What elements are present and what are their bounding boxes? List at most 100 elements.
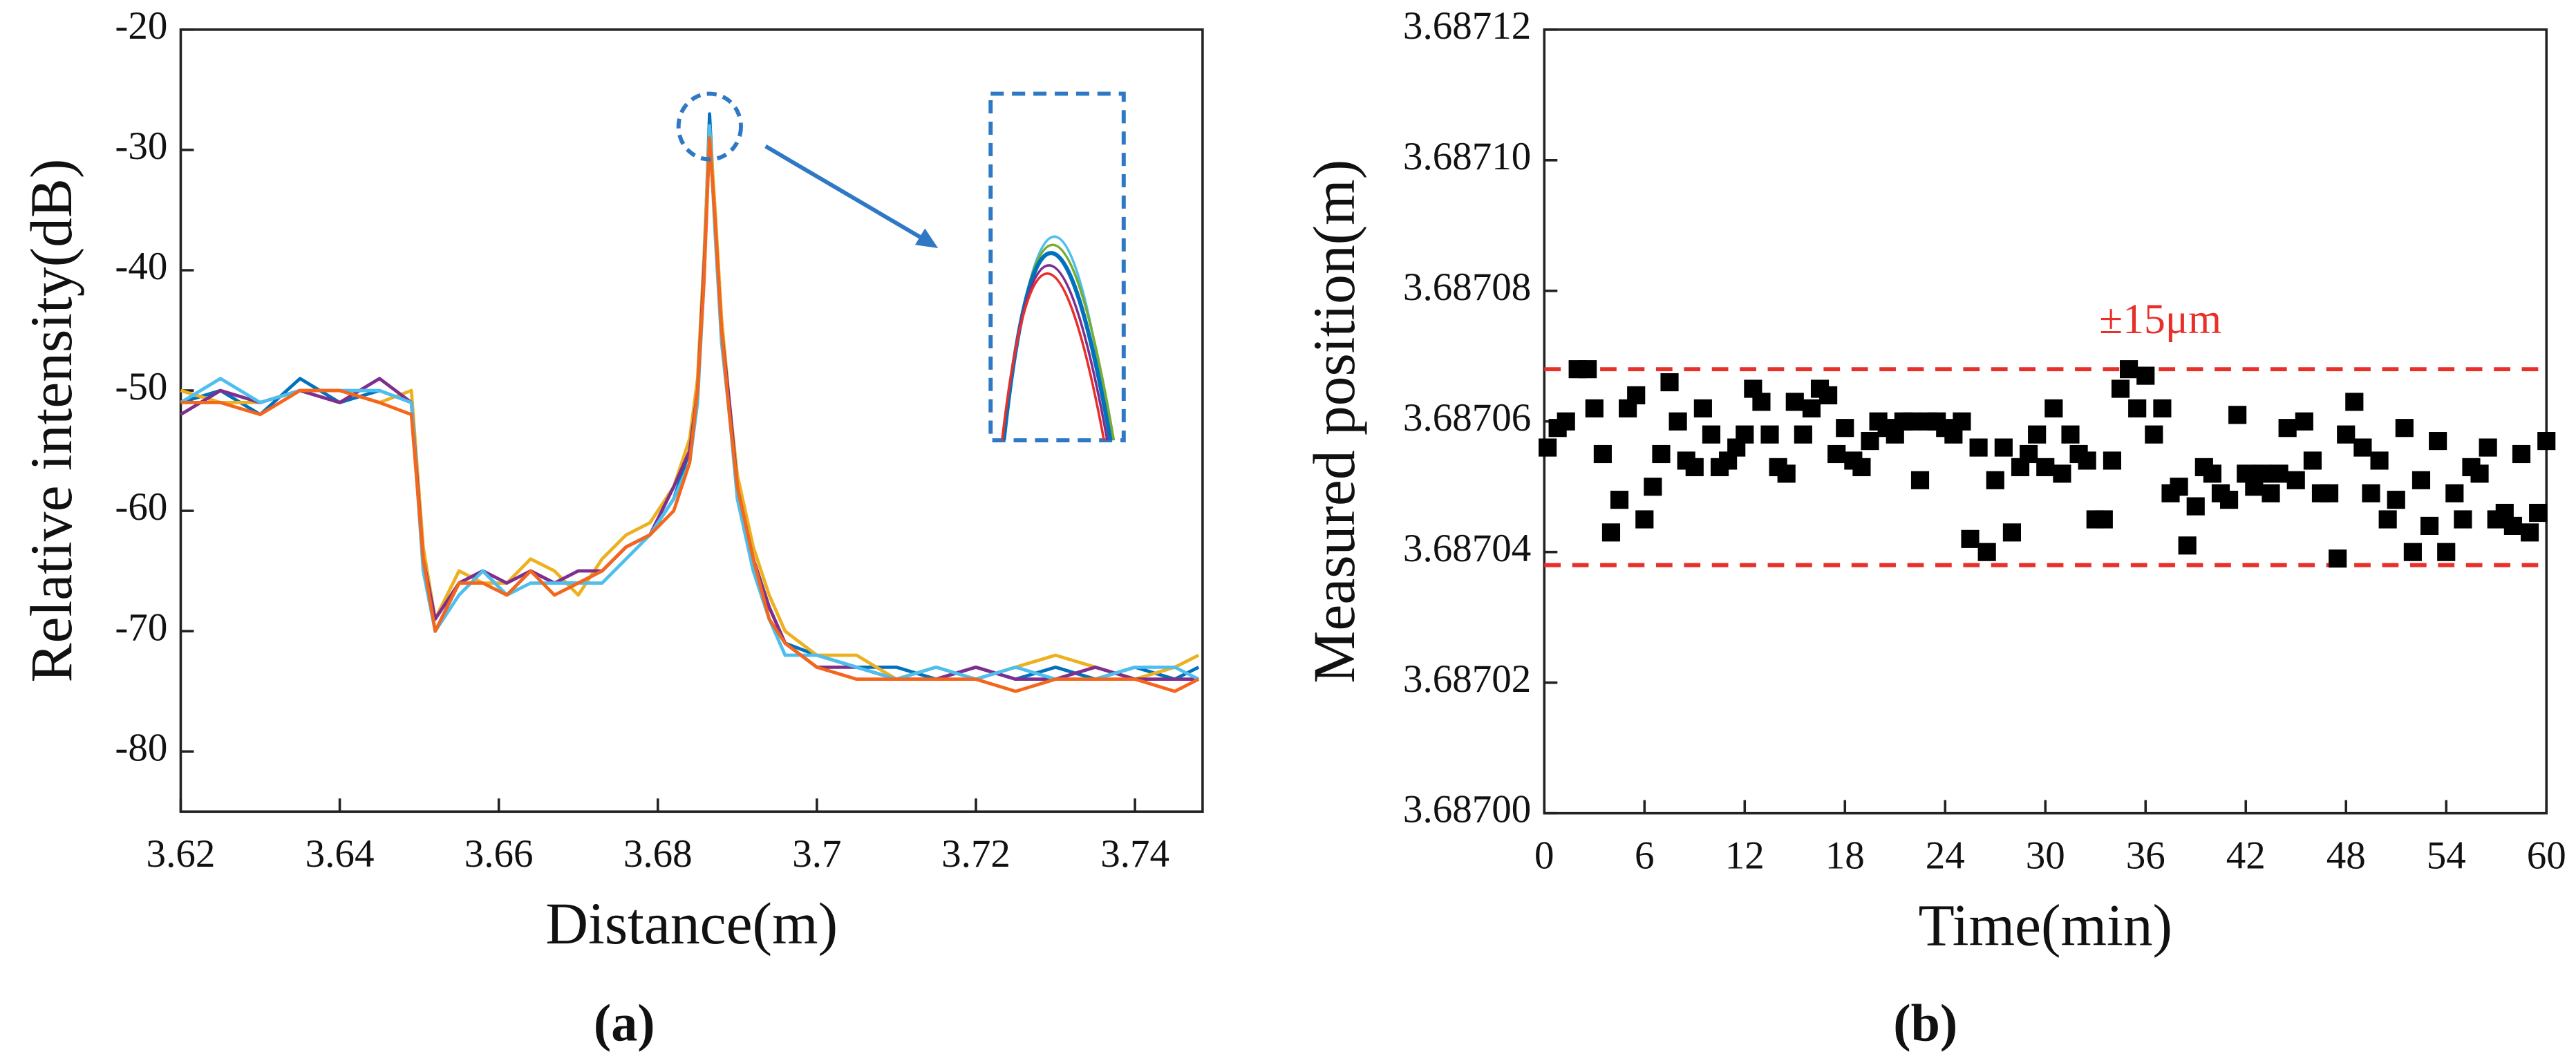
y-tick-label: -20: [115, 4, 167, 48]
point: [2262, 484, 2280, 502]
point: [1660, 373, 1679, 392]
x-tick-label: 3.62: [147, 832, 216, 876]
y-axis-label: Measured position(m): [1301, 160, 1367, 684]
point: [2178, 536, 2197, 555]
point: [1685, 458, 1704, 476]
point: [1902, 412, 1921, 431]
point: [2295, 412, 2313, 431]
point: [2153, 399, 2172, 417]
point: [2503, 516, 2522, 535]
x-tick-label: 36: [2126, 834, 2165, 877]
point: [2429, 432, 2447, 451]
point: [2120, 360, 2138, 379]
point: [2420, 516, 2439, 535]
point: [1794, 425, 1812, 444]
x-tick-label: 6: [1635, 834, 1655, 877]
point: [2520, 523, 2539, 542]
point: [2186, 497, 2205, 516]
x-tick-label: 3.7: [792, 832, 841, 876]
point: [1702, 425, 1721, 444]
y-tick-label: -30: [115, 124, 167, 168]
arrow: [764, 144, 926, 242]
x-tick-label: 60: [2527, 834, 2566, 877]
x-tick-label: 3.68: [623, 832, 693, 876]
y-tick-label: 3.68708: [1403, 265, 1531, 309]
x-tick-label: 3.72: [941, 832, 1010, 876]
x-tick-label: 48: [2326, 834, 2366, 877]
point: [2378, 510, 2397, 529]
point: [2337, 425, 2356, 444]
inset-annotation: [676, 91, 1126, 443]
point: [2270, 464, 2288, 483]
point: [2529, 503, 2548, 523]
point: [1601, 523, 1621, 542]
point: [1785, 393, 1804, 411]
point: [1977, 543, 1996, 561]
point: [2145, 425, 2163, 444]
annotation: ±15μm: [2099, 296, 2221, 343]
point: [1836, 419, 1854, 438]
point: [1827, 444, 1846, 464]
point: [2412, 471, 2431, 489]
peak-circle: [676, 91, 743, 162]
point: [1579, 360, 1597, 379]
x-tick-label: 30: [2026, 834, 2065, 877]
y-tick-label: -40: [115, 245, 167, 288]
point: [2220, 491, 2239, 509]
point: [1760, 425, 1779, 444]
point: [2061, 425, 2080, 444]
point: [1736, 425, 1754, 444]
point: [2479, 438, 2497, 457]
point: [2303, 451, 2322, 470]
point: [1961, 529, 1980, 548]
point: [1627, 386, 1646, 405]
x-tick-label: 42: [2226, 834, 2266, 877]
x-axis-label: Distance(m): [545, 891, 838, 957]
point: [1752, 393, 1771, 411]
point: [2370, 451, 2389, 470]
y-tick-label: -50: [115, 365, 167, 408]
point: [2228, 406, 2247, 424]
point: [1585, 399, 1604, 417]
point: [2036, 458, 2055, 476]
point: [1539, 438, 1557, 457]
point: [1802, 399, 1821, 417]
y-tick-label: 3.68704: [1403, 527, 1531, 570]
point: [2403, 543, 2422, 561]
point: [2329, 549, 2347, 568]
y-tick-label: 3.68706: [1403, 396, 1531, 440]
point: [2286, 471, 2305, 489]
chart-a: 3.62 3.64 3.66 3.68 3.7 3.72 3.74 -80 -70 -60 -50 -…: [19, 4, 1204, 1052]
point: [1819, 386, 1838, 405]
x-tick-label: 0: [1534, 834, 1554, 877]
point: [1969, 438, 1988, 457]
point: [2128, 399, 2147, 417]
y-tick-label: 3.68712: [1403, 4, 1531, 48]
point: [2362, 484, 2380, 502]
x-tick-label: 12: [1725, 834, 1765, 877]
point: [2345, 393, 2364, 411]
panel-caption: (b): [1893, 994, 1957, 1052]
x-axis-label: Time(min): [1918, 892, 2172, 958]
x-tick-label: 3.74: [1100, 832, 1169, 876]
point: [1557, 412, 1575, 431]
point: [1668, 412, 1687, 431]
point: [2353, 438, 2372, 457]
point: [1644, 478, 1662, 496]
y-tick-label: -60: [115, 485, 167, 529]
point: [1910, 471, 1930, 489]
point: [1986, 471, 2004, 489]
panel-caption: (a): [594, 994, 655, 1052]
y-tick-label: -80: [115, 726, 167, 769]
point: [1994, 438, 2013, 457]
point: [2136, 366, 2155, 385]
y-tick-label: 3.68702: [1403, 657, 1531, 701]
point: [2053, 464, 2071, 483]
point: [2203, 464, 2221, 483]
point: [1693, 399, 1712, 417]
arrow-head: [914, 228, 939, 248]
y-tick-label: 3.68710: [1403, 135, 1531, 178]
point: [1652, 444, 1671, 464]
